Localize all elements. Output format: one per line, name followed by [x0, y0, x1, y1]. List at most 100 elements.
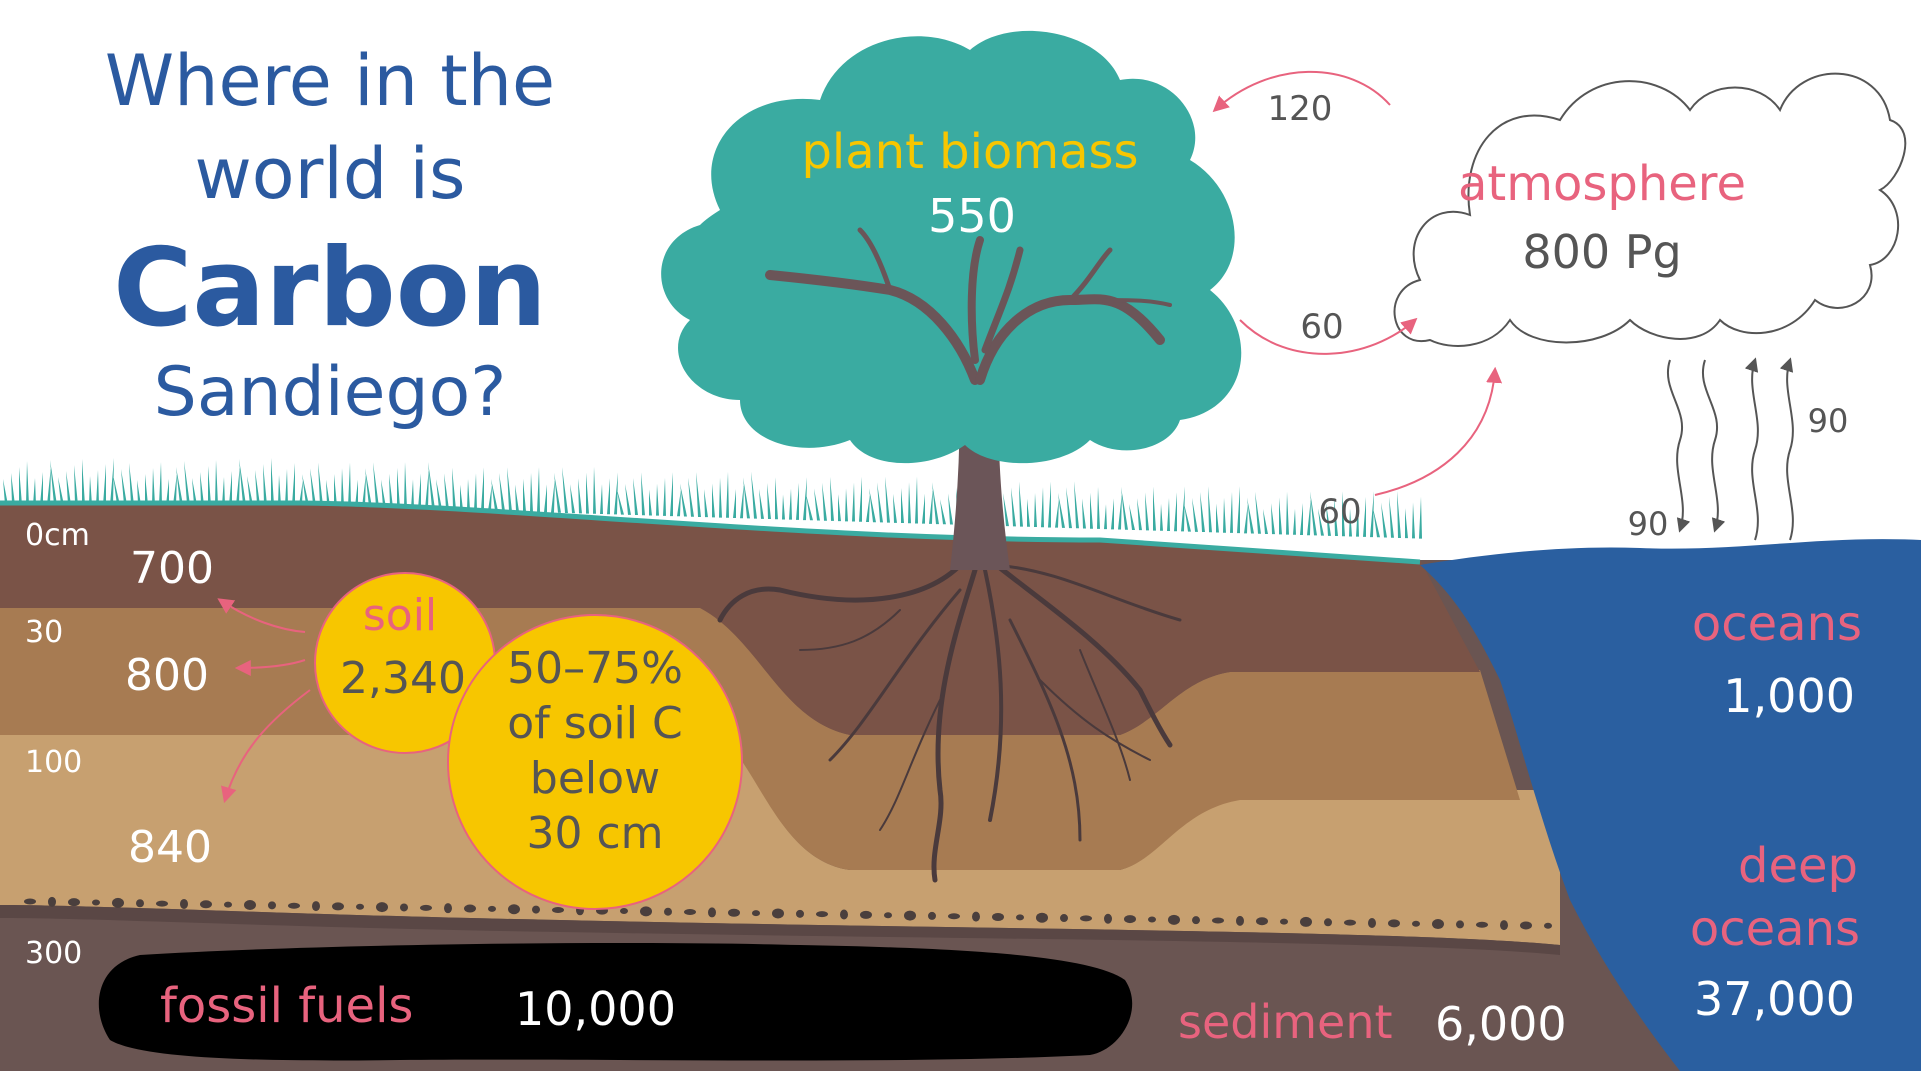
- pebble: [532, 905, 540, 914]
- pebble: [992, 912, 1004, 921]
- arrow-ocean-down-2: [1702, 359, 1726, 533]
- pebble: [552, 906, 564, 913]
- pebble: [772, 908, 784, 919]
- sediment-value: 6,000: [1435, 997, 1567, 1051]
- title-carbon: Carbon: [113, 226, 547, 351]
- tree-branches: [765, 227, 1172, 385]
- pebble: [356, 903, 364, 910]
- deep-oceans-label-1: deep: [1738, 838, 1858, 894]
- arrow-ocean-down-1: [1667, 359, 1691, 533]
- pebble: [244, 900, 256, 911]
- pebble: [1412, 920, 1420, 927]
- soil-layer-deep: [0, 730, 1560, 945]
- pebble: [904, 910, 916, 921]
- atmosphere-cloud: [1393, 72, 1907, 347]
- pebble: [1148, 916, 1156, 923]
- flux-arrows: [217, 70, 1794, 804]
- pebble: [1544, 922, 1552, 929]
- arrow-ocean-up-1: [1744, 357, 1759, 541]
- pebble: [1432, 919, 1444, 930]
- pebble: [1212, 917, 1224, 924]
- deep-oceans-value: 37,000: [1694, 972, 1855, 1026]
- tree: [661, 30, 1242, 883]
- soil-note-line-4: 30 cm: [526, 808, 663, 859]
- pebble: [816, 911, 828, 918]
- pebble: [1344, 919, 1356, 926]
- pebble: [68, 898, 80, 907]
- arrow-soil-layer-3: [221, 689, 311, 804]
- arrow-atmosphere-to-plants: [1212, 70, 1391, 113]
- flux-from-soil-label: 60: [1318, 492, 1361, 532]
- arrow-ocean-up-2: [1779, 357, 1794, 541]
- oceans-value: 1,000: [1723, 669, 1855, 723]
- pebble: [1368, 917, 1376, 928]
- deep-oceans-label-2: oceans: [1690, 901, 1860, 957]
- pebble: [1036, 912, 1048, 923]
- pebble: [1256, 917, 1268, 926]
- pebble: [24, 898, 36, 905]
- pebble: [444, 903, 452, 914]
- pebble: [288, 902, 300, 909]
- arrow-soil-layer-2: [234, 659, 306, 676]
- soil-layer-value-1: 700: [130, 543, 214, 594]
- flux-to-plants-label: 120: [1268, 89, 1333, 129]
- depth-label-300: 300: [25, 936, 82, 971]
- plant-biomass-value: 550: [928, 189, 1016, 243]
- pebble: [136, 899, 144, 908]
- pebble: [464, 904, 476, 913]
- pebble: [796, 909, 804, 918]
- soil-layer-value-2: 800: [125, 650, 209, 701]
- fossil-fuel-deposit: [98, 943, 1133, 1061]
- pebble: [48, 896, 56, 907]
- pebble: [268, 901, 276, 910]
- pebble: [1016, 914, 1024, 921]
- pebble: [488, 905, 496, 912]
- pebble: [1280, 918, 1288, 925]
- title-line-1: Where in the: [105, 40, 555, 122]
- pebble: [1192, 916, 1200, 925]
- pebble: [1060, 914, 1068, 923]
- arrow-soil-to-atmosphere: [1374, 366, 1503, 496]
- soil-note-line-1: 50–75%: [507, 643, 683, 694]
- soil-note-line-3: below: [530, 753, 660, 804]
- pebble: [200, 900, 212, 909]
- pebble: [884, 912, 892, 919]
- pebble: [224, 901, 232, 908]
- pebble: [948, 913, 960, 920]
- pebble: [312, 901, 320, 912]
- fossil-fuels-label: fossil fuels: [160, 978, 413, 1034]
- fossil-fuels-value: 10,000: [515, 982, 676, 1036]
- oceans-label: oceans: [1692, 596, 1862, 652]
- soil-note-circle: [447, 614, 743, 910]
- pebble: [1236, 915, 1244, 926]
- pebble: [620, 908, 628, 914]
- pebble: [1168, 914, 1180, 925]
- pebble: [708, 907, 716, 918]
- pebble: [1388, 919, 1400, 928]
- ocean: [1420, 539, 1921, 1071]
- pebble: [420, 904, 432, 911]
- pebble: [928, 911, 936, 920]
- pebble-band: [24, 896, 1552, 931]
- plant-biomass-label: plant biomass: [801, 124, 1138, 180]
- tree-canopy: [661, 30, 1242, 464]
- arrow-plants-to-atmosphere: [1239, 317, 1418, 355]
- pebble: [508, 904, 520, 915]
- pebble: [640, 906, 652, 917]
- soil-note-line-2: of soil C: [507, 698, 682, 749]
- pebble: [112, 897, 124, 908]
- atmosphere-label: atmosphere: [1458, 156, 1746, 212]
- arrow-soil-layer-1: [217, 598, 306, 633]
- pebble: [1476, 921, 1488, 928]
- pebble: [840, 909, 848, 920]
- pebble: [1300, 916, 1312, 927]
- grass-blades: [3, 458, 1422, 539]
- pebble: [684, 909, 696, 916]
- depth-label-0: 0cm: [25, 518, 90, 553]
- soil-value: 2,340: [340, 653, 466, 704]
- flux-from-plants-label: 60: [1300, 307, 1343, 347]
- pebble: [1520, 921, 1532, 930]
- pebble: [180, 898, 188, 909]
